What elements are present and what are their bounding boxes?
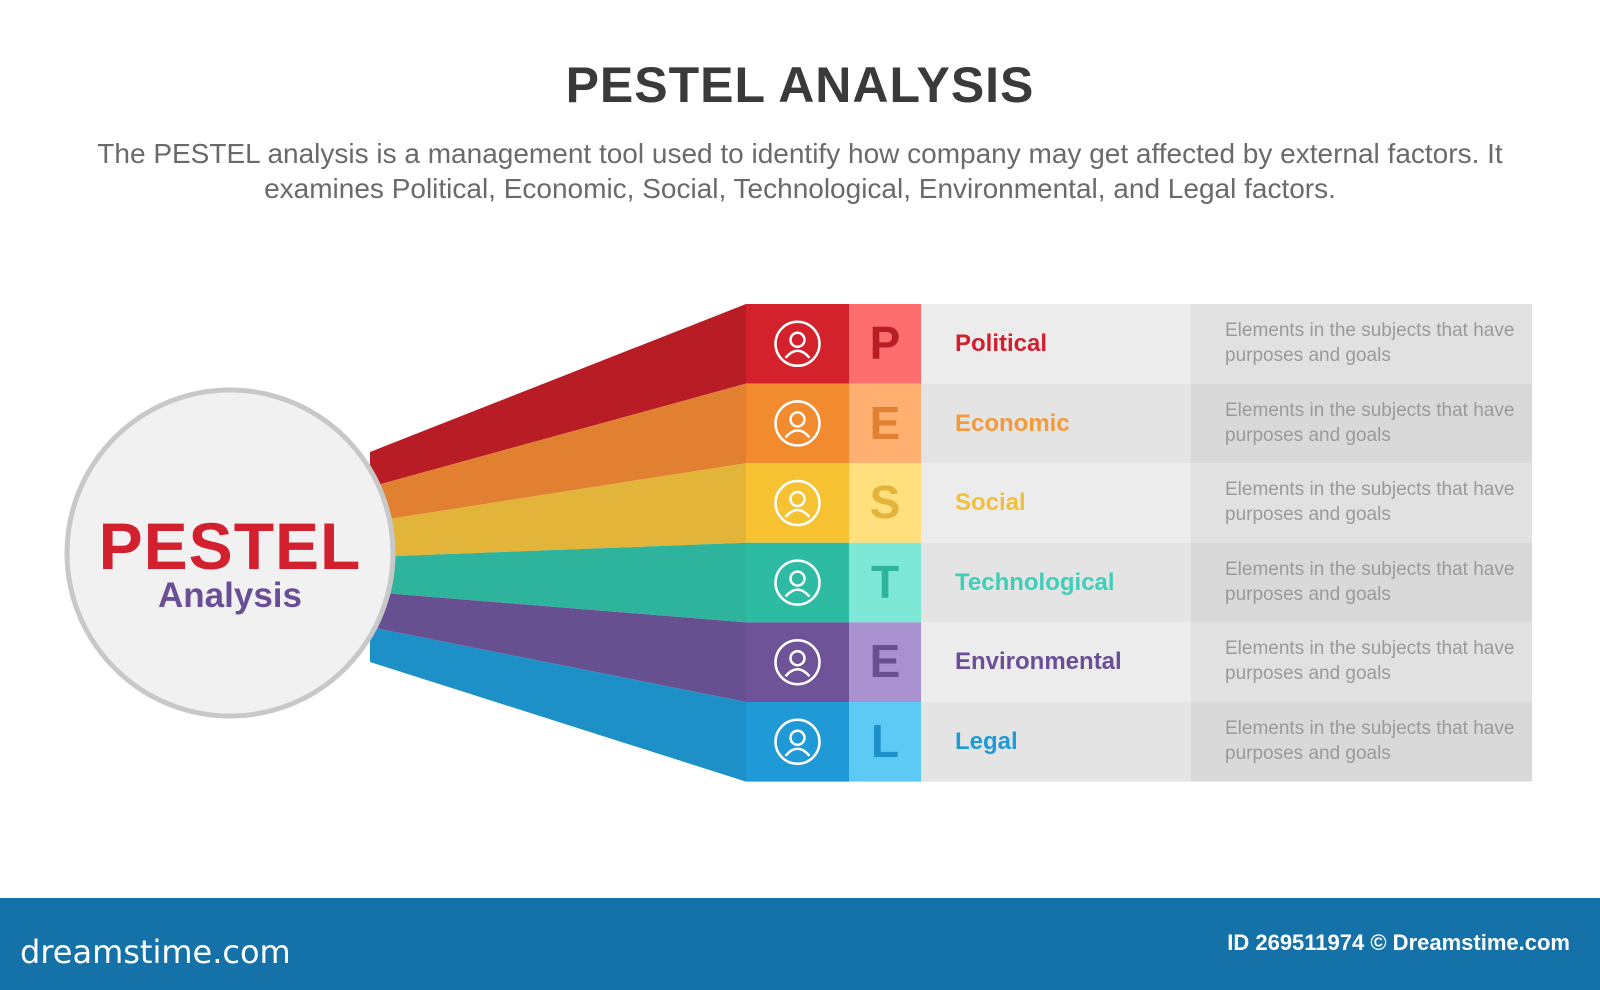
- icon: [784, 429, 811, 439]
- beam: [370, 592, 746, 702]
- icon: [784, 747, 811, 757]
- row-letter: T: [870, 555, 900, 608]
- icon: [789, 570, 806, 587]
- icon: [784, 349, 811, 359]
- icon-cell: [746, 463, 849, 543]
- icon: [774, 638, 821, 686]
- label-cell: [921, 304, 1191, 384]
- icon: [784, 588, 811, 598]
- desc-cell: [1191, 542, 1532, 623]
- icon-cell: [746, 542, 849, 623]
- row-description: Elements in the subjects that have purpo…: [1225, 479, 1515, 526]
- row-letter: S: [869, 476, 901, 529]
- desc-cell: [1191, 383, 1532, 464]
- desc-cell: [1191, 463, 1532, 543]
- desc-cell: [1191, 702, 1532, 782]
- icon: [789, 490, 806, 508]
- icon-cell: [746, 304, 849, 384]
- row-letter: E: [869, 396, 901, 449]
- icon: [789, 331, 806, 349]
- row-label: Legal: [955, 728, 1018, 755]
- icon: [774, 479, 821, 527]
- hub-title: PESTEL: [98, 509, 362, 583]
- desc-cell: [1191, 622, 1532, 702]
- desc-cell: [1191, 304, 1532, 384]
- beam: [370, 304, 746, 487]
- row-description: Elements in the subjects that have purpo…: [1225, 399, 1515, 446]
- label-cell: [921, 463, 1191, 543]
- icon-cell: [746, 702, 849, 782]
- beam: [370, 542, 746, 623]
- beam: [370, 463, 746, 557]
- hub-subtitle: Analysis: [158, 576, 302, 615]
- row-label: Social: [955, 489, 1026, 517]
- footer-credit: ID 269511974 © Dreamstime.com: [1227, 930, 1570, 955]
- label-cell: [921, 702, 1191, 782]
- label-cell: [921, 383, 1191, 464]
- row-description: Elements in the subjects that have purpo…: [1225, 718, 1515, 764]
- letter-cell: [849, 304, 921, 384]
- letter-cell: [849, 383, 921, 464]
- icon-cell: [746, 622, 849, 702]
- footer-brand: dreamstime.com: [20, 933, 291, 971]
- icon: [789, 729, 806, 747]
- icon: [789, 411, 806, 428]
- icon: [774, 320, 821, 368]
- row-letter: P: [869, 317, 901, 369]
- letter-cell: [849, 622, 921, 702]
- row-label: Economic: [955, 409, 1070, 437]
- icon: [774, 559, 821, 606]
- row-description: Elements in the subjects that have purpo…: [1225, 320, 1515, 366]
- icon: [774, 400, 821, 447]
- icon: [784, 667, 811, 678]
- label-cell: [921, 542, 1191, 623]
- row-label: Political: [955, 330, 1048, 357]
- label-cell: [921, 622, 1191, 702]
- beam: [370, 383, 746, 522]
- letter-cell: [849, 542, 921, 623]
- row-description: Elements in the subjects that have purpo…: [1225, 638, 1515, 685]
- row-label: Environmental: [955, 648, 1122, 676]
- subtitle: The PESTEL analysis is a management tool…: [97, 138, 1503, 204]
- row-description: Elements in the subjects that have purpo…: [1225, 558, 1515, 605]
- row-letter: E: [869, 635, 901, 688]
- footer-bar: [0, 898, 1600, 990]
- hub-circle: [64, 387, 396, 719]
- title: PESTEL ANALYSIS: [565, 57, 1035, 113]
- row-label: Technological: [955, 568, 1115, 596]
- beam: [370, 627, 746, 782]
- icon: [784, 508, 811, 518]
- icon-cell: [746, 383, 849, 464]
- letter-cell: [849, 463, 921, 543]
- icon: [789, 649, 806, 667]
- letter-cell: [849, 702, 921, 782]
- row-letter: L: [870, 715, 900, 767]
- icon: [774, 718, 821, 766]
